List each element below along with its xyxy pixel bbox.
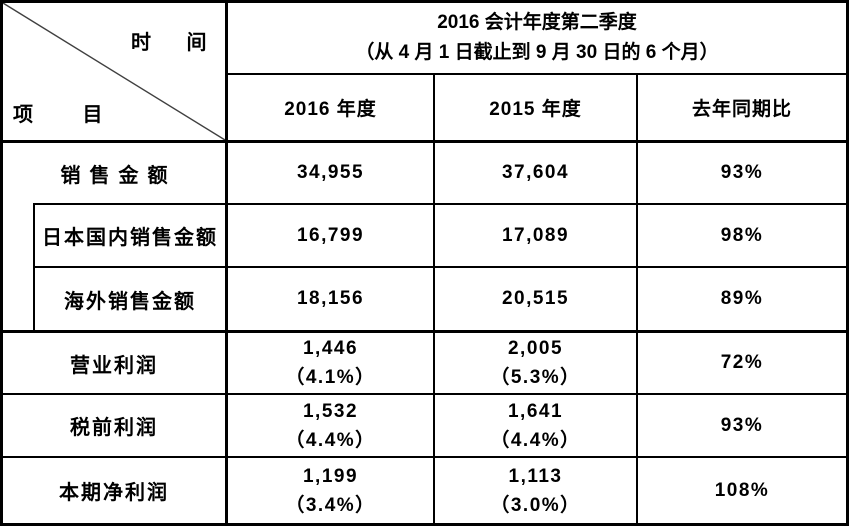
row-operating-profit-2015-value: 2,005	[507, 338, 564, 359]
row-pretax-profit-2015-pct: （4.4%）	[490, 429, 581, 451]
row-pretax-profit-2016: 1,532 （4.4%）	[228, 395, 433, 456]
row-domestic-sales-2015: 17,089	[501, 224, 570, 246]
corner-item-label: 项 目	[13, 104, 103, 126]
row-net-profit-2016-pct: （3.4%）	[285, 494, 376, 516]
row-operating-profit-2016-pct: （4.1%）	[285, 367, 376, 388]
row-pretax-profit-2015-value: 1,641	[507, 400, 564, 422]
row-net-profit-2016: 1,199 （3.4%）	[228, 458, 433, 523]
row-pretax-profit-yoy: 93%	[720, 414, 764, 436]
row-pretax-profit-2016-pct: （4.4%）	[285, 429, 376, 451]
column-header-2015: 2015 年度	[489, 99, 582, 120]
corner-time-label: 时 间	[131, 32, 207, 54]
table-title-cell: 2016 会计年度第二季度 （从 4 月 1 日截止到 9 月 30 日的 6 …	[228, 3, 846, 73]
divider-header-body	[3, 140, 846, 143]
row-net-profit-2016-value: 1,199	[302, 465, 359, 487]
row-operating-profit-2015-pct: （5.3%）	[490, 367, 581, 388]
row-operating-profit-yoy: 72%	[720, 352, 764, 373]
row-overseas-sales-yoy: 89%	[720, 288, 764, 309]
divider-sales-profit-section	[3, 330, 846, 333]
row-operating-profit-label: 营业利润	[70, 354, 158, 377]
row-domestic-sales-yoy: 98%	[720, 224, 764, 246]
row-domestic-sales-label: 日本国内销售金额	[42, 227, 218, 249]
row-pretax-profit-2015: 1,641 （4.4%）	[435, 395, 636, 456]
divider-col-2016-2015	[433, 73, 435, 523]
row-net-profit-yoy: 108%	[714, 479, 770, 501]
row-domestic-sales-2016: 16,799	[296, 224, 365, 246]
divider-row4-row5	[3, 393, 846, 395]
row-net-profit-2015: 1,113 （3.0%）	[435, 458, 636, 523]
row-overseas-sales-label: 海外销售金额	[64, 290, 196, 313]
corner-header-cell: 时 间 项 目	[3, 3, 225, 140]
row-sales-2015: 37,604	[501, 162, 570, 183]
column-header-2016: 2016 年度	[284, 99, 377, 120]
row-overseas-sales-2015: 20,515	[501, 288, 570, 309]
row-pretax-profit-label: 税前利润	[70, 417, 158, 439]
table-title-line2: （从 4 月 1 日截止到 9 月 30 日的 6 个月）	[355, 42, 719, 63]
divider-subitem-indent	[33, 203, 35, 333]
row-operating-profit-2016: 1,446 （4.1%）	[228, 333, 433, 393]
divider-label-column	[225, 3, 228, 523]
divider-title-colheaders	[228, 73, 846, 75]
row-net-profit-2015-pct: （3.0%）	[490, 494, 581, 516]
row-overseas-sales-2016: 18,156	[296, 288, 365, 309]
row-sales-2016: 34,955	[296, 162, 365, 183]
table-title-line1: 2016 会计年度第二季度	[437, 12, 637, 33]
row-net-profit-label: 本期净利润	[59, 482, 169, 504]
diagonal-line	[3, 3, 225, 140]
divider-row1-row2	[33, 203, 846, 205]
row-operating-profit-2015: 2,005 （5.3%）	[435, 333, 636, 393]
row-operating-profit-2016-value: 1,446	[302, 338, 359, 359]
row-sales-yoy: 93%	[720, 162, 764, 183]
divider-row2-row3	[33, 266, 846, 268]
row-pretax-profit-2016-value: 1,532	[302, 400, 359, 422]
divider-row5-row6	[3, 456, 846, 458]
divider-col-2015-yoy	[636, 73, 638, 523]
column-header-yoy: 去年同期比	[691, 99, 792, 120]
row-net-profit-2015-value: 1,113	[508, 465, 563, 487]
row-sales-label: 销售金额	[60, 164, 177, 187]
